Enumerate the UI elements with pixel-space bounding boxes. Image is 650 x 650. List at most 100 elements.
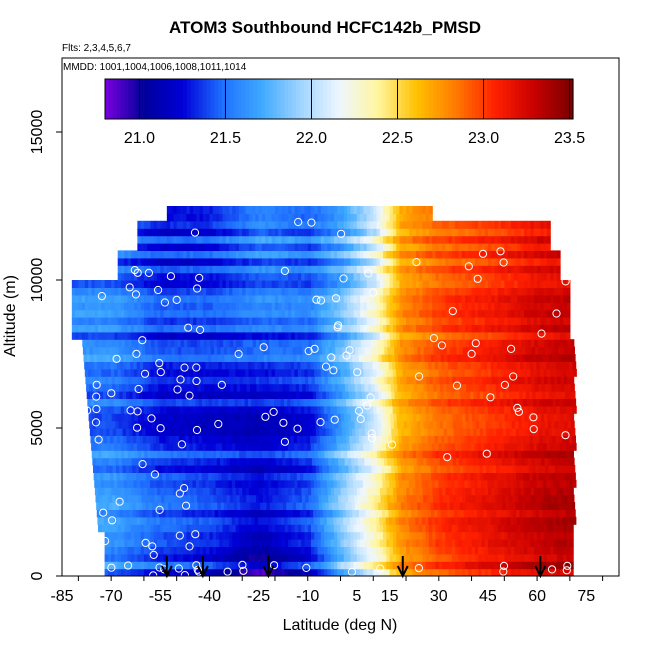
- heatmap-cell: [270, 398, 275, 407]
- heatmap-cell: [563, 524, 568, 533]
- heatmap-cell: [94, 324, 99, 333]
- heatmap-cell: [107, 324, 112, 333]
- heatmap-cell: [152, 361, 157, 370]
- heatmap-cell: [124, 324, 129, 333]
- heatmap-cell: [160, 376, 165, 385]
- heatmap-cell: [413, 339, 418, 348]
- heatmap-cell: [547, 457, 552, 466]
- heatmap-cell: [463, 472, 468, 481]
- heatmap-cell: [192, 435, 196, 444]
- heatmap-cell: [200, 420, 205, 429]
- heatmap-cell: [265, 368, 269, 377]
- heatmap-cell: [238, 546, 243, 555]
- heatmap-cell: [352, 472, 357, 481]
- heatmap-cell: [261, 368, 266, 377]
- heatmap-cell: [392, 442, 397, 451]
- heatmap-cell: [373, 487, 378, 496]
- heatmap-cell: [303, 361, 308, 370]
- heatmap-cell: [505, 420, 510, 429]
- heatmap-cell: [258, 568, 263, 576]
- heatmap-cell: [294, 479, 299, 488]
- heatmap-cell: [468, 553, 473, 562]
- heatmap-cell: [290, 509, 294, 518]
- heatmap-cell: [246, 339, 250, 348]
- heatmap-cell: [219, 524, 224, 533]
- heatmap-cell: [414, 509, 419, 518]
- heatmap-cell: [195, 472, 200, 481]
- heatmap-cell: [245, 413, 250, 422]
- heatmap-cell: [534, 339, 539, 348]
- heatmap-cell: [178, 465, 183, 473]
- heatmap-cell: [138, 346, 143, 355]
- heatmap-cell: [386, 539, 391, 547]
- heatmap-cell: [507, 368, 512, 377]
- heatmap-cell: [98, 450, 103, 459]
- heatmap-cell: [536, 398, 541, 407]
- heatmap-cell: [238, 524, 243, 533]
- heatmap-cell: [460, 391, 465, 399]
- heatmap-cell: [532, 465, 536, 473]
- heatmap-cell: [425, 331, 430, 340]
- heatmap-cell: [561, 383, 566, 392]
- heatmap-cell: [201, 391, 206, 399]
- heatmap-cell: [265, 331, 270, 340]
- heatmap-cell: [518, 420, 523, 429]
- heatmap-cell: [283, 509, 288, 518]
- heatmap-cell: [256, 346, 261, 355]
- heatmap-cell: [442, 553, 446, 562]
- heatmap-cell: [259, 383, 264, 392]
- heatmap-cell: [292, 457, 297, 466]
- heatmap-cell: [91, 450, 96, 459]
- heatmap-cell: [465, 568, 469, 576]
- heatmap-cell: [354, 420, 359, 429]
- heatmap-cell: [560, 531, 564, 540]
- heatmap-cell: [454, 516, 459, 525]
- heatmap-cell: [493, 479, 498, 488]
- heatmap-cell: [276, 509, 281, 518]
- heatmap-cell: [307, 442, 312, 451]
- heatmap-cell: [464, 442, 469, 451]
- heatmap-cell: [295, 420, 300, 429]
- heatmap-cell: [550, 568, 555, 576]
- heatmap-cell: [240, 391, 245, 399]
- heatmap-cell: [200, 346, 205, 355]
- heatmap-cell: [159, 435, 164, 444]
- heatmap-cell: [382, 442, 387, 451]
- heatmap-cell: [227, 465, 232, 473]
- heatmap-cell: [233, 502, 238, 510]
- heatmap-cell: [219, 568, 224, 576]
- heatmap-cell: [515, 383, 520, 392]
- heatmap-cell: [307, 331, 312, 340]
- heatmap-cell: [518, 494, 523, 503]
- heatmap-cell: [534, 457, 539, 466]
- heatmap-cell: [547, 376, 552, 385]
- heatmap-cell: [286, 346, 290, 355]
- heatmap-cell: [471, 487, 476, 496]
- heatmap-cell: [406, 487, 411, 496]
- heatmap-cell: [426, 457, 431, 466]
- heatmap-cell: [181, 509, 186, 518]
- heatmap-cell: [173, 487, 178, 496]
- heatmap-cell: [380, 457, 385, 466]
- heatmap-cell: [289, 502, 294, 510]
- heatmap-cell: [272, 339, 277, 348]
- heatmap-cell: [124, 553, 129, 562]
- heatmap-cell: [212, 524, 217, 533]
- heatmap-cell: [536, 435, 540, 444]
- heatmap-cell: [560, 457, 565, 466]
- heatmap-cell: [134, 487, 139, 496]
- heatmap-cell: [219, 331, 224, 340]
- heatmap-cell: [297, 524, 302, 533]
- heatmap-cell: [448, 568, 453, 576]
- heatmap-cell: [568, 428, 573, 436]
- heatmap-cell: [552, 435, 557, 444]
- heatmap-cell: [562, 509, 566, 518]
- heatmap-cell: [258, 524, 263, 533]
- heatmap-cell: [215, 398, 219, 407]
- heatmap-cell: [172, 472, 177, 481]
- heatmap-cell: [515, 457, 519, 466]
- heatmap-cell: [147, 531, 152, 540]
- heatmap-cell: [461, 546, 466, 555]
- heatmap-cell: [331, 376, 336, 385]
- heatmap-cell: [542, 509, 547, 518]
